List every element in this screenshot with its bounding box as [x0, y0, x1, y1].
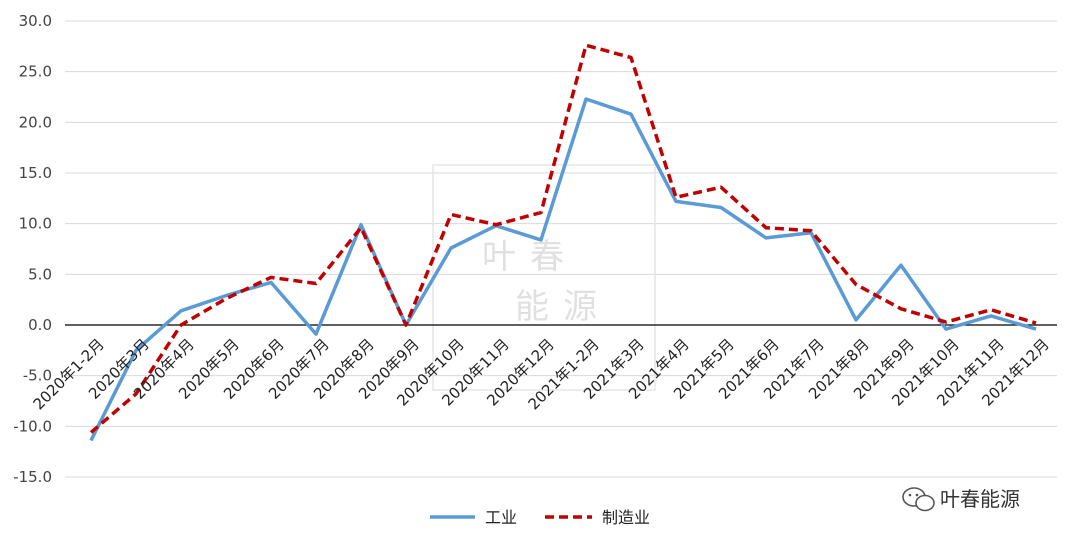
series-lines: [89, 43, 1037, 442]
gridlines: [65, 20, 1057, 478]
legend-item-series-2: 制造业: [545, 508, 650, 527]
brand-name: 叶春能源: [940, 487, 1020, 511]
y-tick-label: 30.0: [19, 12, 52, 30]
y-tick-label: 15.0: [19, 164, 52, 182]
y-tick-label: -10.0: [13, 417, 52, 435]
legend: 工业 制造业: [430, 508, 650, 527]
legend-label-series-2: 制造业: [602, 508, 650, 527]
y-tick-label: -15.0: [13, 468, 52, 486]
legend-item-series-1: 工业: [430, 508, 517, 527]
x-axis-category-labels: 2020年1-2月2020年3月2020年4月2020年5月2020年6月202…: [30, 335, 1053, 413]
y-tick-label: -5.0: [23, 367, 52, 385]
watermark-line1: 叶春: [482, 237, 578, 277]
y-tick-label: 0.0: [28, 316, 52, 334]
y-tick-label: 5.0: [28, 265, 52, 283]
y-tick-label: 20.0: [19, 113, 52, 131]
series-line-2: [89, 43, 1037, 434]
y-tick-label: 10.0: [19, 215, 52, 233]
watermark-line2: 能源: [515, 287, 611, 327]
wechat-icon: [902, 487, 935, 512]
legend-label-series-1: 工业: [485, 508, 517, 527]
brand-watermark: 叶春能源: [902, 487, 1020, 512]
watermark: 叶春 能源: [432, 164, 656, 391]
y-axis-ticks: 30.0 25.0 20.0 15.0 10.0 5.0 0.0 -5.0 -10.0 -15.0: [13, 12, 52, 486]
y-tick-label: 25.0: [19, 63, 52, 81]
